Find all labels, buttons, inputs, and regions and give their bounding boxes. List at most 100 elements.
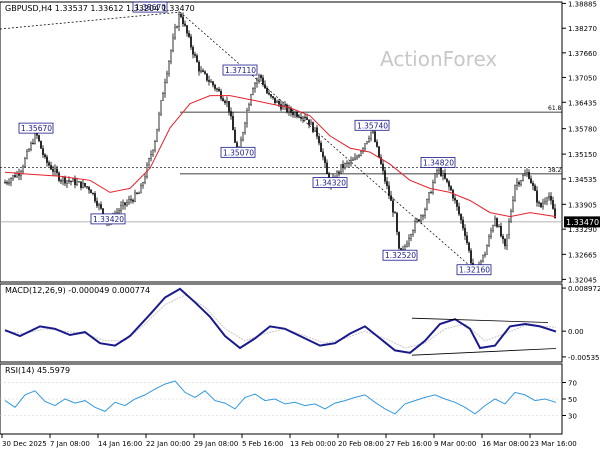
candle-body bbox=[458, 206, 460, 215]
candle-body bbox=[214, 84, 216, 89]
candle-body bbox=[98, 204, 100, 206]
candle-body bbox=[422, 215, 424, 217]
candle-body bbox=[254, 83, 256, 89]
price-tick-label: 1.35150 bbox=[568, 151, 597, 159]
candle-body bbox=[460, 213, 462, 221]
candle-body bbox=[530, 178, 532, 184]
swing-label-box bbox=[382, 249, 418, 261]
candle-body bbox=[158, 113, 160, 130]
candle-body bbox=[260, 75, 262, 79]
rsi-tick-label: 30 bbox=[568, 413, 577, 421]
candle-body bbox=[194, 54, 196, 56]
candle-body bbox=[470, 250, 472, 264]
candle-body bbox=[412, 230, 414, 235]
candle-body bbox=[198, 61, 200, 72]
swing-label-box bbox=[312, 177, 348, 188]
candle-body bbox=[286, 104, 288, 112]
swing-label-box bbox=[456, 264, 492, 276]
candle-body bbox=[34, 132, 36, 144]
candle-body bbox=[294, 112, 296, 116]
candle-body bbox=[440, 167, 442, 176]
candle-body bbox=[12, 175, 14, 179]
candle-body bbox=[168, 61, 170, 74]
time-tick-label: 29 Jan 08:00 bbox=[194, 440, 238, 448]
swing-label: 1.35670 bbox=[21, 124, 52, 133]
candle-body bbox=[230, 111, 232, 117]
candle-body bbox=[154, 141, 156, 151]
candle-body bbox=[368, 138, 370, 142]
candle-body bbox=[546, 197, 548, 202]
diagonal-trendlines bbox=[0, 11, 481, 276]
price-tick-label: 1.33290 bbox=[568, 226, 597, 234]
fib-level-label: 61.8 bbox=[548, 105, 562, 112]
candle-body bbox=[270, 94, 272, 97]
candle-body bbox=[124, 202, 126, 206]
candle-body bbox=[244, 122, 246, 133]
candle-body bbox=[90, 189, 92, 194]
candle-body bbox=[126, 202, 128, 206]
candle-body bbox=[418, 219, 420, 222]
candle-body bbox=[358, 155, 360, 158]
candle-body bbox=[374, 131, 376, 143]
candle-body bbox=[8, 182, 10, 184]
candle-body bbox=[46, 156, 48, 163]
candle-body bbox=[208, 80, 210, 82]
candle-body bbox=[534, 185, 536, 191]
swing-label-box bbox=[222, 64, 258, 76]
current-price-tag: 1.33470 bbox=[564, 216, 600, 228]
candle-body bbox=[406, 243, 408, 247]
candle-body bbox=[468, 242, 470, 251]
candle-body bbox=[48, 162, 50, 166]
rsi-tick-label: 70 bbox=[568, 380, 577, 388]
swing-label-box bbox=[354, 119, 390, 131]
candle-body bbox=[316, 127, 318, 137]
candle-body bbox=[252, 88, 254, 95]
candle-body bbox=[408, 237, 410, 245]
candle-body bbox=[184, 23, 186, 26]
current-price-label: 1.33470 bbox=[566, 218, 599, 227]
candle-body bbox=[218, 89, 220, 92]
candle-body bbox=[100, 204, 102, 209]
candle-body bbox=[140, 185, 142, 194]
candle-body bbox=[318, 136, 320, 144]
swing-label: 1.35740 bbox=[357, 121, 388, 130]
candle-body bbox=[302, 116, 304, 119]
candle-body bbox=[312, 122, 314, 132]
macd-label: MACD(12,26,9) -0.000049 0.000774 bbox=[5, 286, 150, 295]
candle-body bbox=[234, 129, 236, 143]
time-tick-label: 16 Mar 08:00 bbox=[482, 440, 529, 448]
candle-body bbox=[528, 172, 530, 179]
candle-body bbox=[382, 163, 384, 171]
price-tick-label: 1.34535 bbox=[568, 176, 597, 184]
time-tick-label: 14 Jan 16:00 bbox=[98, 440, 142, 448]
candle-body bbox=[44, 154, 46, 158]
candle-body bbox=[148, 158, 150, 166]
candle-body bbox=[248, 104, 250, 111]
candle-body bbox=[138, 192, 140, 195]
candle-body bbox=[262, 77, 264, 85]
candle-body bbox=[344, 163, 346, 169]
candle-body bbox=[448, 181, 450, 187]
candle-body bbox=[186, 25, 188, 34]
symbol-label: GBPUSD,H4 1.33537 1.33612 1.33204 1.3347… bbox=[5, 4, 195, 13]
candle-body bbox=[96, 200, 98, 206]
candle-body bbox=[540, 202, 542, 208]
candle-body bbox=[420, 215, 422, 222]
candle-body bbox=[84, 182, 86, 187]
candle-body bbox=[326, 162, 328, 174]
candle-body bbox=[94, 193, 96, 202]
candle-body bbox=[24, 158, 26, 167]
candle-body bbox=[280, 104, 282, 110]
time-tick-label: 7 Jan 08:00 bbox=[50, 440, 90, 448]
candle-body bbox=[120, 205, 122, 211]
candle-body bbox=[142, 182, 144, 186]
candle-body bbox=[144, 176, 146, 183]
candle-body bbox=[210, 81, 212, 83]
candle-body bbox=[504, 238, 506, 247]
candle-body bbox=[410, 234, 412, 239]
candle-body bbox=[536, 190, 538, 203]
fib-level-label: 38.2 bbox=[548, 167, 562, 174]
candle-body bbox=[484, 254, 486, 256]
price-tick-label: 1.37660 bbox=[568, 50, 597, 58]
